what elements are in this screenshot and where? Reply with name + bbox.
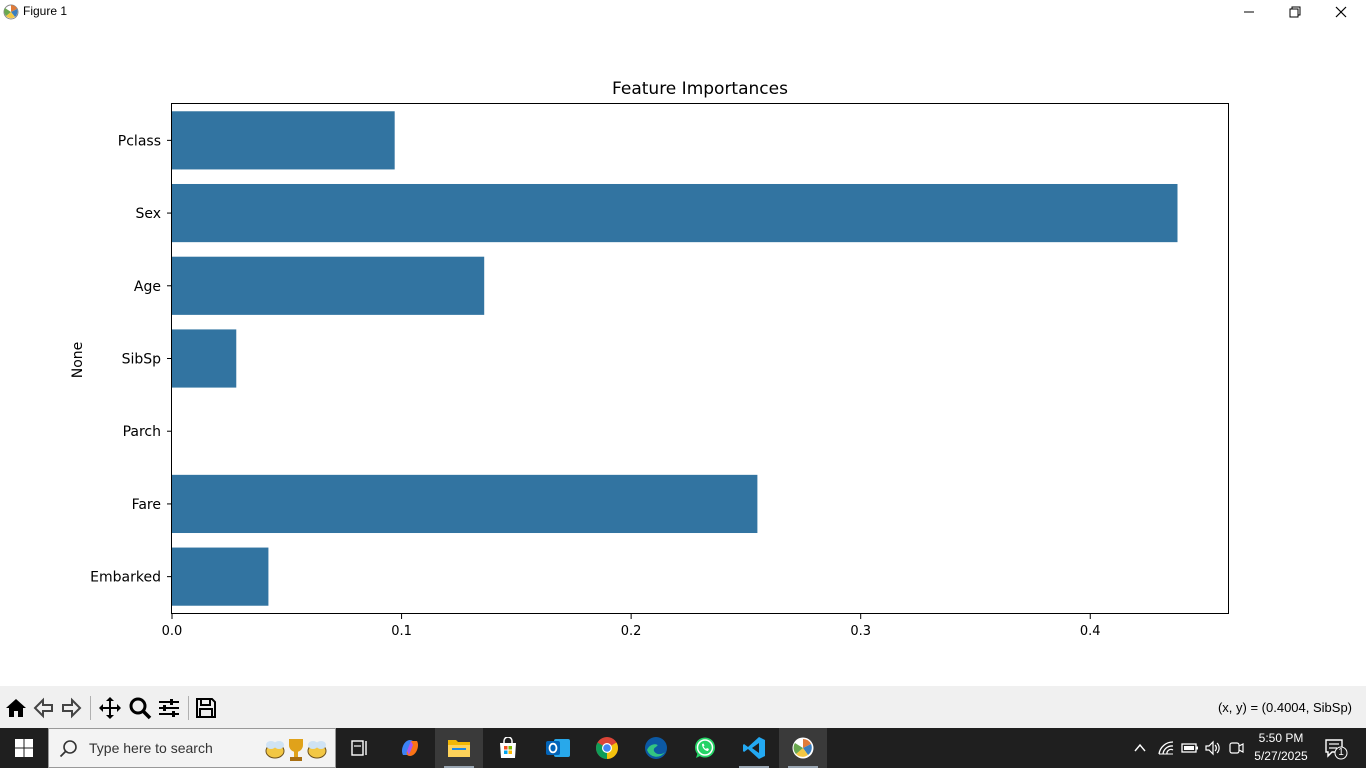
bar-chart: Feature Importances None Pclass Sex Age Sib… [70, 79, 1229, 639]
bar-embarked [172, 547, 269, 606]
search-placeholder: Type here to search [89, 740, 213, 756]
task-view-icon [351, 740, 367, 756]
file-explorer-icon [448, 740, 470, 757]
x-tick-label: 0.1 [391, 624, 412, 639]
microsoft-store-icon [500, 737, 516, 758]
outlook-icon [546, 739, 570, 757]
minimize-icon [1244, 11, 1254, 13]
forward-button[interactable] [57, 694, 85, 722]
taskbar-search[interactable]: Type here to search [48, 728, 336, 768]
configure-subplots-button[interactable] [155, 694, 183, 722]
whatsapp-icon [695, 737, 715, 758]
x-tick-label: 0.2 [621, 624, 642, 639]
toolbar-separator [90, 696, 91, 720]
bar-sex [172, 183, 1178, 243]
home-button[interactable] [2, 694, 30, 722]
file-explorer-button[interactable] [435, 728, 483, 768]
home-icon [6, 699, 26, 717]
bar-sibsp [172, 329, 237, 388]
show-hidden-icons-icon[interactable] [1133, 741, 1147, 755]
close-button[interactable] [1318, 0, 1364, 24]
search-icon [59, 740, 77, 758]
clock-date[interactable]: 5/27/2025 [1254, 749, 1308, 763]
edge-icon [645, 737, 667, 759]
title-bar: Figure 1 [0, 0, 1366, 24]
windows-logo-icon [15, 739, 33, 757]
window-title: Figure 1 [23, 4, 68, 18]
toolbar-separator [188, 696, 189, 720]
matplotlib-icon [792, 737, 814, 759]
y-tick-label: Parch [123, 424, 161, 440]
plot-frame [171, 103, 1229, 614]
configure-icon [159, 699, 179, 717]
x-tick-label: 0.3 [850, 624, 871, 639]
chart-title: Feature Importances [612, 79, 788, 99]
running-indicator [444, 766, 474, 768]
matplotlib-taskbar-button[interactable] [779, 728, 827, 768]
task-view-button[interactable] [336, 728, 384, 768]
back-icon [33, 697, 53, 719]
x-tick-label: 0.0 [162, 624, 183, 639]
chrome-button[interactable] [583, 728, 631, 768]
y-tick-label: Pclass [118, 133, 161, 149]
whatsapp-button[interactable] [681, 728, 729, 768]
zoom-icon [129, 697, 152, 720]
y-axis-label: None [70, 342, 86, 379]
edge-button[interactable] [632, 728, 680, 768]
y-tick-label: Age [134, 279, 161, 295]
back-button[interactable] [30, 694, 58, 722]
y-tick-label: Fare [132, 497, 161, 513]
matplotlib-app-icon [3, 4, 19, 20]
microsoft-store-button[interactable] [484, 728, 532, 768]
zoom-button[interactable] [126, 694, 154, 722]
figure-window: Figure 1 Feature Importances None Pclass… [0, 0, 1366, 728]
running-indicator [739, 766, 769, 768]
save-button[interactable] [192, 694, 220, 722]
start-button[interactable] [0, 728, 48, 768]
vscode-icon [743, 737, 765, 759]
forward-icon [62, 697, 82, 719]
clock-time[interactable]: 5:50 PM [1258, 731, 1304, 745]
meet-now-icon[interactable] [1228, 740, 1244, 756]
notification-count: 1 [1338, 747, 1344, 758]
y-tick-label: Sex [135, 206, 161, 222]
bar-age [172, 256, 485, 315]
pan-icon [99, 697, 121, 719]
y-tick-label: SibSp [122, 352, 162, 368]
outlook-button[interactable] [534, 728, 582, 768]
pan-button[interactable] [96, 694, 124, 722]
network-icon[interactable] [1157, 740, 1175, 756]
vscode-button[interactable] [730, 728, 778, 768]
cursor-coordinates: (x, y) = (0.4004, SibSp) [1217, 700, 1352, 715]
windows-taskbar: Type here to search [0, 728, 1366, 768]
notification-center-icon[interactable] [1324, 738, 1348, 760]
chrome-icon [596, 737, 618, 759]
search-highlight-icon [265, 739, 327, 761]
copilot-button[interactable] [386, 728, 434, 768]
running-indicator [788, 766, 818, 768]
navigation-toolbar: (x, y) = (0.4004, SibSp) [0, 686, 1366, 728]
x-tick-label: 0.4 [1080, 624, 1101, 639]
bar-pclass [172, 111, 395, 170]
volume-icon[interactable] [1204, 740, 1222, 756]
battery-icon[interactable] [1181, 741, 1199, 755]
save-icon [196, 698, 216, 718]
y-tick-label: Embarked [90, 570, 161, 586]
copilot-icon [401, 740, 419, 756]
bar-fare [172, 474, 758, 534]
restore-button[interactable] [1272, 0, 1318, 24]
minimize-button[interactable] [1226, 0, 1272, 24]
close-icon [1335, 6, 1347, 18]
restore-icon [1289, 6, 1301, 18]
figure-canvas[interactable]: Feature Importances None Pclass Sex Age Sib… [0, 24, 1366, 686]
